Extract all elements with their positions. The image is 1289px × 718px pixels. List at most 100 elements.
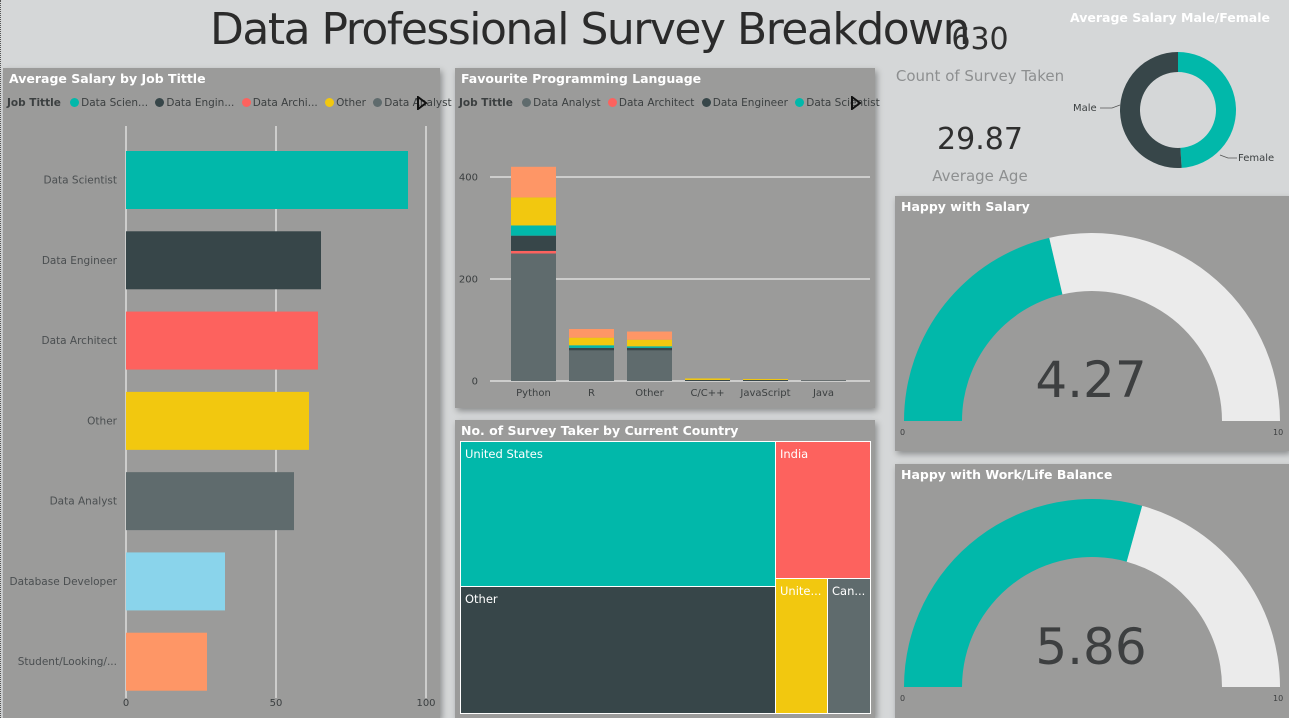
bar-segment	[627, 350, 672, 381]
donut-leader-line	[1219, 154, 1237, 159]
donut-label: Female	[1238, 153, 1274, 164]
salary-bar-chart: 0 50 100 Data Scientist Data Engineer Data Ar…	[10, 126, 436, 709]
treemap-cell-canada[interactable]: Can...	[827, 578, 871, 714]
legend-label: Data Archi...	[252, 97, 318, 109]
salary-legend-title: Job Tittle	[7, 97, 61, 109]
treemap-label: Can...	[832, 584, 866, 598]
category-label: Data Scientist	[44, 175, 118, 187]
treemap-cell-other[interactable]: Other	[460, 586, 777, 714]
salary-legend-item: Other	[325, 97, 366, 109]
bar	[126, 151, 408, 209]
treemap-cell-united-states[interactable]: United States	[460, 441, 777, 588]
average-age-label: Average Age	[932, 167, 1028, 185]
bar-segment	[511, 225, 556, 236]
language-chart-title: Favourite Programming Language	[461, 71, 702, 86]
survey-count-label: Count of Survey Taken	[895, 67, 1065, 85]
x-tick-label: Other	[635, 388, 664, 399]
bar-segment	[511, 250, 556, 254]
salary-legend-next-icon[interactable]	[416, 96, 428, 110]
y-tick-label: 0	[472, 377, 478, 388]
treemap-label: United States	[465, 447, 543, 461]
salary-legend-item: Data Engin...	[155, 97, 234, 109]
happy-salary-value: 4.27	[1035, 351, 1147, 409]
bar-segment	[627, 346, 672, 348]
language-legend-item: Data Architect	[607, 97, 695, 109]
bar-segment	[627, 347, 672, 351]
legend-dot	[373, 98, 383, 107]
happy-salary-title: Happy with Salary	[901, 199, 1030, 214]
bar-segment	[511, 253, 556, 381]
treemap-cell-united-kingdom[interactable]: Unite...	[775, 578, 829, 714]
bar-segment	[801, 380, 846, 381]
gauge-fill	[904, 499, 1143, 687]
y-tick-label: 400	[459, 173, 478, 184]
treemap-cell-india[interactable]: India	[775, 441, 871, 580]
country-chart-title: No. of Survey Taker by Current Country	[461, 423, 739, 438]
bar-segment	[627, 339, 672, 347]
bar-segment	[685, 378, 730, 380]
bar-segment	[627, 331, 672, 340]
happy-worklife-max: 10	[1273, 694, 1284, 703]
bar	[126, 311, 318, 370]
happy-worklife-title: Happy with Work/Life Balance	[901, 467, 1113, 482]
donut-slice	[1119, 52, 1182, 168]
legend-label: Data Scien...	[81, 97, 149, 109]
happy-salary-max: 10	[1273, 428, 1284, 437]
bar-segment	[569, 350, 614, 381]
bar-segment	[511, 166, 556, 198]
language-stacked-bar-chart: 0 200 400 Python R Other C/C++ JavaScript Java	[459, 166, 870, 399]
language-legend-next-icon[interactable]	[850, 96, 862, 110]
legend-dot	[155, 98, 165, 107]
salary-chart-title: Average Salary by Job Tittle	[9, 71, 206, 86]
x-tick-label: C/C++	[690, 388, 724, 399]
language-legend-item: Data Engineer	[701, 97, 788, 109]
language-legend-title: Job Tittle	[459, 97, 513, 109]
happy-worklife-min: 0	[900, 694, 906, 703]
happy-salary-panel[interactable]: Happy with Salary 4.27 0 10	[895, 196, 1289, 451]
happy-worklife-value: 5.86	[1035, 618, 1147, 676]
category-label: Other	[87, 415, 117, 427]
bar-segment	[685, 379, 730, 381]
language-legend: Job Tittle Data Analyst Data Architect D…	[459, 97, 884, 109]
language-panel[interactable]: Favourite Programming Language Job Tittl…	[455, 68, 880, 408]
x-tick-label: Python	[516, 388, 551, 399]
legend-dot	[522, 98, 532, 107]
donut-slice	[1178, 52, 1236, 168]
category-label: Student/Looking/...	[18, 656, 117, 668]
x-tick-label: 100	[416, 698, 435, 709]
legend-dot	[241, 98, 251, 107]
bar	[126, 632, 207, 691]
country-panel[interactable]: No. of Survey Taker by Current Country U…	[455, 420, 875, 718]
legend-label: Data Analyst	[533, 97, 601, 109]
legend-label: Data Engineer	[712, 97, 788, 109]
legend-label: Data Architect	[618, 97, 695, 109]
salary-legend: Job Tittle Data Scien... Data Engin... D…	[7, 97, 456, 109]
bar-segment	[569, 337, 614, 346]
language-legend-item: Data Analyst	[522, 97, 601, 109]
legend-label: Data Engin...	[166, 97, 235, 109]
bar-segment	[569, 328, 614, 338]
salary-legend-item: Data Scien...	[70, 97, 148, 109]
x-tick-label: JavaScript	[739, 388, 790, 399]
happy-worklife-panel[interactable]: Happy with Work/Life Balance 5.86 0 10	[895, 464, 1289, 718]
category-label: Data Analyst	[50, 496, 117, 508]
x-tick-label: R	[588, 388, 595, 399]
treemap-label: India	[780, 447, 809, 461]
gender-donut-chart[interactable]: Female Male	[1060, 30, 1289, 190]
gauge-remainder	[1126, 505, 1280, 687]
x-tick-label: 0	[123, 698, 129, 709]
bar-segment	[511, 197, 556, 226]
x-tick-label: 50	[270, 698, 283, 709]
category-label: Data Architect	[42, 335, 118, 347]
category-label: Data Engineer	[42, 255, 118, 267]
page-title: Data Professional Survey Breakdown	[210, 4, 971, 55]
happy-salary-min: 0	[900, 428, 906, 437]
salary-by-job-panel[interactable]: Average Salary by Job Tittle Job Tittle …	[3, 68, 452, 718]
y-tick-label: 200	[459, 275, 478, 286]
language-legend-item: Data Scientist	[795, 97, 880, 109]
treemap-label: Other	[465, 592, 498, 606]
bar	[126, 552, 225, 611]
happy-salary-gauge	[904, 233, 1280, 421]
legend-label: Data Scientist	[806, 97, 880, 109]
donut-label: Male	[1073, 103, 1097, 114]
